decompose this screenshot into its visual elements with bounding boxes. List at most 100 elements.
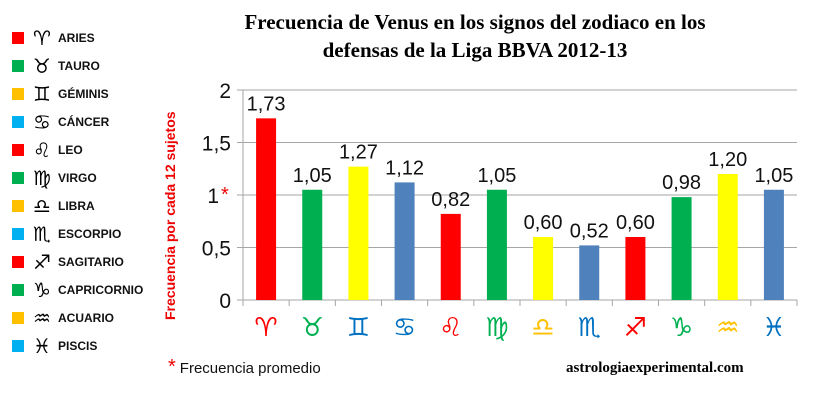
legend-item-leo: ♌ LEO bbox=[12, 136, 143, 164]
y-tick-marker: * bbox=[221, 184, 229, 206]
bar bbox=[302, 189, 323, 300]
data-label: 1,05 bbox=[293, 165, 332, 187]
bar bbox=[625, 237, 646, 300]
data-label: 1,12 bbox=[385, 157, 424, 179]
x-tick-label-zodiac-icon: ♐ bbox=[624, 313, 647, 343]
bar bbox=[763, 189, 784, 300]
data-label: 0,98 bbox=[662, 172, 701, 194]
bar bbox=[671, 197, 692, 300]
data-label: 0,52 bbox=[570, 220, 609, 242]
data-label: 0,82 bbox=[431, 189, 470, 211]
site-credit: astrologiaexperimental.com bbox=[566, 360, 744, 376]
legend-label: ACUARIO bbox=[58, 311, 114, 325]
title-line: defensas de la Liga BBVA 2012-13 bbox=[322, 38, 628, 62]
legend-item-aries: ♈ ARIES bbox=[12, 24, 143, 52]
legend-swatch bbox=[12, 172, 24, 184]
legend-item-sagitario: ♐ SAGITARIO bbox=[12, 248, 143, 276]
bar bbox=[348, 166, 369, 300]
legend-label: TAURO bbox=[58, 59, 100, 73]
legend-swatch bbox=[12, 228, 24, 240]
data-label: 1,05 bbox=[754, 165, 793, 187]
bar bbox=[717, 174, 738, 300]
legend-item-piscis: ♓ PISCIS bbox=[12, 332, 143, 360]
legend: ♈ ARIES ♉ TAURO ♊ GÉMINIS ♋ CÁNCER ♌ LEO ♍ VIRGO ♎ LI… bbox=[12, 24, 143, 360]
legend-swatch bbox=[12, 312, 24, 324]
bar bbox=[486, 189, 507, 300]
zodiac-leo-icon: ♌ bbox=[33, 138, 51, 162]
x-tick-label-zodiac-icon: ♉ bbox=[301, 313, 324, 343]
x-tick-label-zodiac-icon: ♍ bbox=[485, 313, 508, 343]
legend-swatch bbox=[12, 340, 24, 352]
zodiac-acuario-icon: ♒ bbox=[33, 306, 51, 330]
x-tick-label-zodiac-icon: ♎ bbox=[531, 313, 554, 343]
legend-swatch bbox=[12, 60, 24, 72]
legend-item-libra: ♎ LIBRA bbox=[12, 192, 143, 220]
legend-label: SAGITARIO bbox=[58, 255, 124, 269]
legend-swatch bbox=[12, 88, 24, 100]
zodiac-virgo-icon: ♍ bbox=[33, 166, 51, 190]
zodiac-capricornio-icon: ♑ bbox=[33, 278, 51, 302]
x-tick-label-zodiac-icon: ♓ bbox=[762, 313, 785, 343]
legend-swatch bbox=[12, 116, 24, 128]
bar bbox=[394, 182, 415, 300]
zodiac-cáncer-icon: ♋ bbox=[33, 110, 51, 134]
zodiac-géminis-icon: ♊ bbox=[33, 82, 51, 106]
y-tick-label: 2 bbox=[219, 80, 231, 103]
x-tick-label-zodiac-icon: ♒ bbox=[716, 313, 739, 343]
x-tick-label-zodiac-icon: ♈ bbox=[254, 313, 277, 343]
x-tick-label-zodiac-icon: ♊ bbox=[347, 313, 370, 343]
legend-label: PISCIS bbox=[58, 339, 98, 353]
legend-label: VIRGO bbox=[58, 171, 97, 185]
chart-title: Frecuencia de Venus en los signos del zo… bbox=[175, 8, 775, 64]
legend-item-tauro: ♉ TAURO bbox=[12, 52, 143, 80]
legend-label: CAPRICORNIO bbox=[58, 283, 144, 297]
legend-label: LIBRA bbox=[58, 199, 95, 213]
legend-label: CÁNCER bbox=[58, 115, 110, 129]
legend-label: GÉMINIS bbox=[58, 87, 109, 101]
zodiac-piscis-icon: ♓ bbox=[33, 334, 51, 358]
legend-label: LEO bbox=[58, 143, 83, 157]
y-tick-label: 1 bbox=[207, 185, 219, 208]
data-label: 1,27 bbox=[339, 142, 378, 164]
legend-item-virgo: ♍ VIRGO bbox=[12, 164, 143, 192]
data-label: 1,73 bbox=[247, 93, 286, 115]
bar bbox=[533, 237, 554, 300]
legend-item-géminis: ♊ GÉMINIS bbox=[12, 80, 143, 108]
legend-swatch bbox=[12, 144, 24, 156]
legend-swatch bbox=[12, 284, 24, 296]
zodiac-tauro-icon: ♉ bbox=[33, 54, 51, 78]
data-label: 0,60 bbox=[616, 212, 655, 234]
footnote: * Frecuencia promedio bbox=[168, 356, 321, 379]
legend-item-cáncer: ♋ CÁNCER bbox=[12, 108, 143, 136]
bar bbox=[579, 245, 600, 300]
footnote-marker: * bbox=[168, 356, 176, 378]
bar bbox=[440, 213, 461, 300]
legend-item-acuario: ♒ ACUARIO bbox=[12, 304, 143, 332]
data-label: 1,20 bbox=[708, 149, 747, 171]
data-label: 0,60 bbox=[524, 212, 563, 234]
zodiac-escorpio-icon: ♏ bbox=[33, 222, 51, 246]
legend-item-escorpio: ♏ ESCORPIO bbox=[12, 220, 143, 248]
y-tick-label: 0,5 bbox=[202, 238, 231, 261]
legend-swatch bbox=[12, 32, 24, 44]
legend-label: ARIES bbox=[58, 31, 95, 45]
zodiac-aries-icon: ♈ bbox=[33, 26, 51, 50]
x-tick-label-zodiac-icon: ♋ bbox=[393, 313, 416, 343]
zodiac-sagitario-icon: ♐ bbox=[33, 250, 51, 274]
y-tick-label: 0 bbox=[219, 290, 231, 313]
data-label: 1,05 bbox=[477, 165, 516, 187]
zodiac-libra-icon: ♎ bbox=[33, 194, 51, 218]
x-tick-label-zodiac-icon: ♑ bbox=[670, 313, 693, 343]
legend-swatch bbox=[12, 256, 24, 268]
legend-label: ESCORPIO bbox=[58, 227, 122, 241]
legend-item-capricornio: ♑ CAPRICORNIO bbox=[12, 276, 143, 304]
bar bbox=[256, 118, 277, 300]
footnote-text: Frecuencia promedio bbox=[179, 360, 321, 377]
x-tick-label-zodiac-icon: ♏ bbox=[578, 313, 601, 343]
legend-swatch bbox=[12, 200, 24, 212]
title-line: Frecuencia de Venus en los signos del zo… bbox=[244, 10, 706, 34]
y-tick-label: 1,5 bbox=[202, 133, 231, 156]
x-tick-label-zodiac-icon: ♌ bbox=[439, 313, 462, 343]
